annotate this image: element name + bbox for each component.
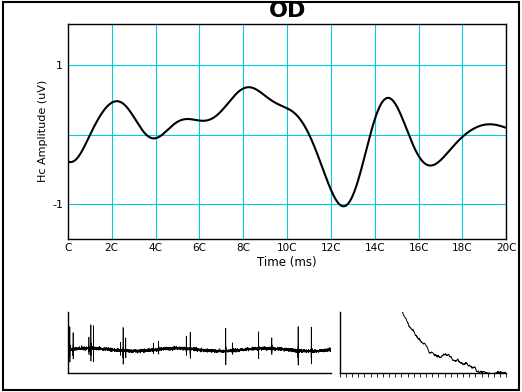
- Y-axis label: Hc Amplitude (uV): Hc Amplitude (uV): [38, 80, 48, 182]
- Title: OD: OD: [268, 0, 306, 20]
- X-axis label: Time (ms): Time (ms): [257, 256, 317, 269]
